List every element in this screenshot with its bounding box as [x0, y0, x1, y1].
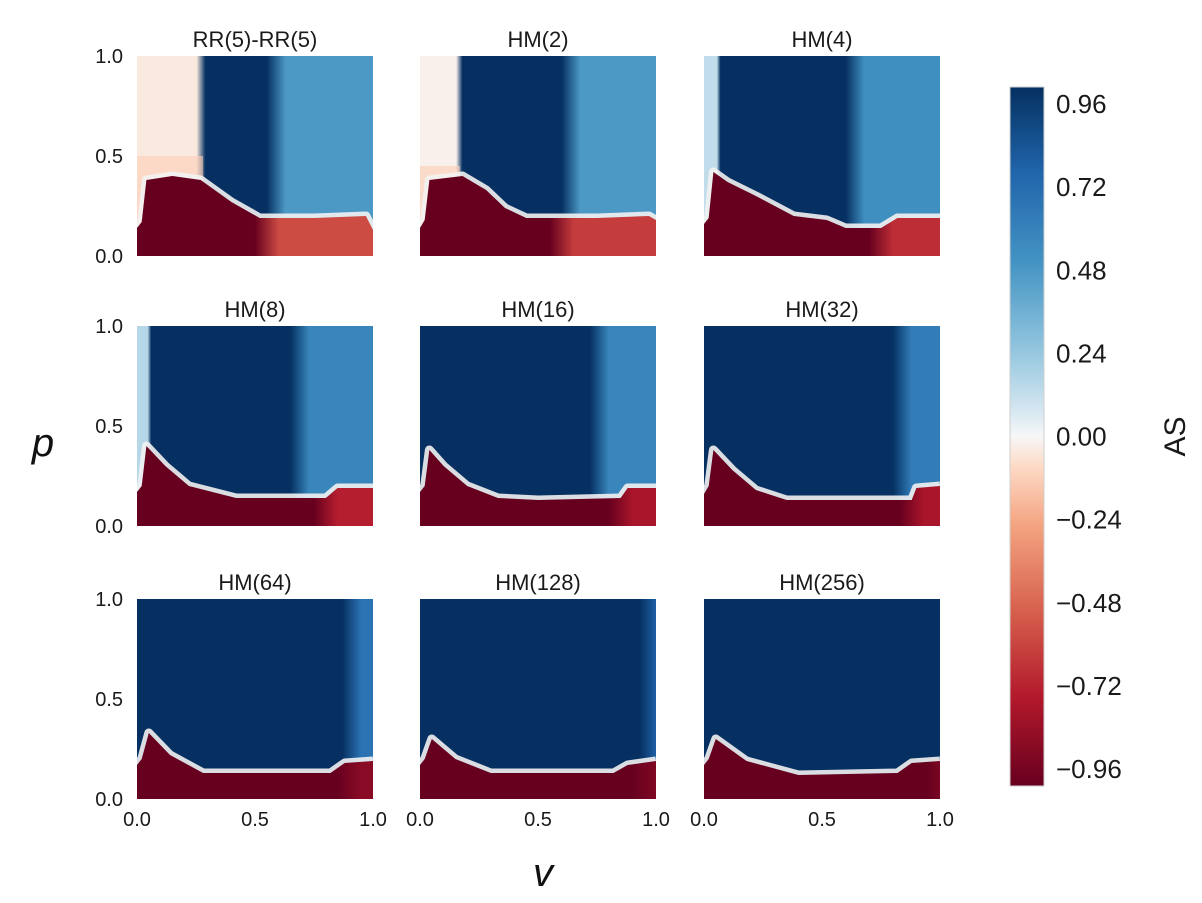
panel-title: HM(8): [224, 297, 285, 322]
heatmap-lower-region: [137, 176, 373, 256]
heatmap-lower-region: [137, 733, 373, 799]
panels-layer: RR(5)-RR(5)0.00.51.0HM(2) HM(4)HM(8)0.00.…: [95, 27, 954, 831]
x-axis-label: v: [533, 851, 555, 895]
heatmap-lower-region: [704, 450, 940, 526]
colorbar-tick-label: −0.96: [1056, 754, 1122, 784]
colorbar-tick-label: −0.48: [1056, 588, 1122, 618]
panel-title: HM(128): [495, 570, 581, 595]
y-tick-label: 1.0: [95, 316, 123, 338]
colorbar-tick-label: 0.96: [1056, 89, 1107, 119]
x-tick-label: 1.0: [642, 809, 670, 831]
heatmap-lower-region: [137, 446, 373, 526]
panel-title: HM(2): [507, 27, 568, 52]
panel-title: HM(256): [779, 570, 865, 595]
colorbar-tick-label: 0.48: [1056, 255, 1107, 285]
colorbar-tick-label: 0.24: [1056, 338, 1107, 368]
panel-title: HM(16): [501, 297, 574, 322]
y-tick-label: 0.0: [95, 246, 123, 268]
heatmap-panel: HM(128) 0.0 0.5 1.0: [406, 570, 670, 831]
colorbar: 0.96 0.72 0.48 0.24 0.00 −0.24 −0.48 −0.72 −0.96: [1009, 86, 1122, 787]
heatmap-panel: HM(32): [704, 297, 940, 526]
heatmap-panel: HM(8) 0.0 0.5 1.0: [95, 297, 373, 538]
colorbar-tick-label: 0.72: [1056, 172, 1107, 202]
heatmap-panel: RR(5)-RR(5) 0.0 0.5 1.0: [95, 27, 373, 268]
y-tick-label: 0.5: [95, 416, 123, 438]
colorbar-label: AS: [1159, 416, 1192, 456]
heatmap-lower-region: [420, 450, 656, 526]
x-tick-label: 0.5: [241, 809, 269, 831]
x-tick-label: 1.0: [359, 809, 387, 831]
x-tick-label: 0.0: [690, 809, 718, 831]
colorbar-gradient: [1009, 86, 1045, 787]
y-tick-label: 0.5: [95, 146, 123, 168]
panel-title: HM(4): [791, 27, 852, 52]
y-tick-label: 0.0: [95, 789, 123, 811]
y-tick-label: 1.0: [95, 589, 123, 611]
heatmap-lower-region: [704, 739, 940, 799]
colorbar-tick-label: −0.24: [1056, 505, 1122, 535]
heatmap-lower-region: [704, 172, 940, 256]
panel-title: RR(5)-RR(5): [193, 27, 318, 52]
panel-title: HM(64): [218, 570, 291, 595]
y-tick-label: 1.0: [95, 46, 123, 68]
colorbar-tick-label: 0.00: [1056, 422, 1107, 452]
x-tick-label: 0.5: [524, 809, 552, 831]
x-tick-label: 1.0: [926, 809, 954, 831]
x-tick-label: 0.0: [123, 809, 151, 831]
x-tick-label: 0.5: [808, 809, 836, 831]
colorbar-tick-label: −0.72: [1056, 671, 1122, 701]
heatmap-lower-region: [420, 176, 656, 256]
x-tick-label: 0.0: [406, 809, 434, 831]
heatmap-panel: HM(256) 0.0 0.5 1.0: [690, 570, 954, 831]
heatmap-panel: HM(2): [420, 27, 656, 256]
heatmap-panel: HM(16): [420, 297, 656, 526]
heatmap-lower-region: [420, 739, 656, 799]
y-tick-label: 0.5: [95, 689, 123, 711]
heatmap-panel: HM(4): [704, 27, 940, 256]
y-tick-label: 0.0: [95, 516, 123, 538]
heatmap-panel: HM(64) 0.0 0.5 1.0 0.0 0.5 1.0: [95, 570, 387, 831]
panel-title: HM(32): [785, 297, 858, 322]
y-axis-label: p: [31, 421, 54, 465]
